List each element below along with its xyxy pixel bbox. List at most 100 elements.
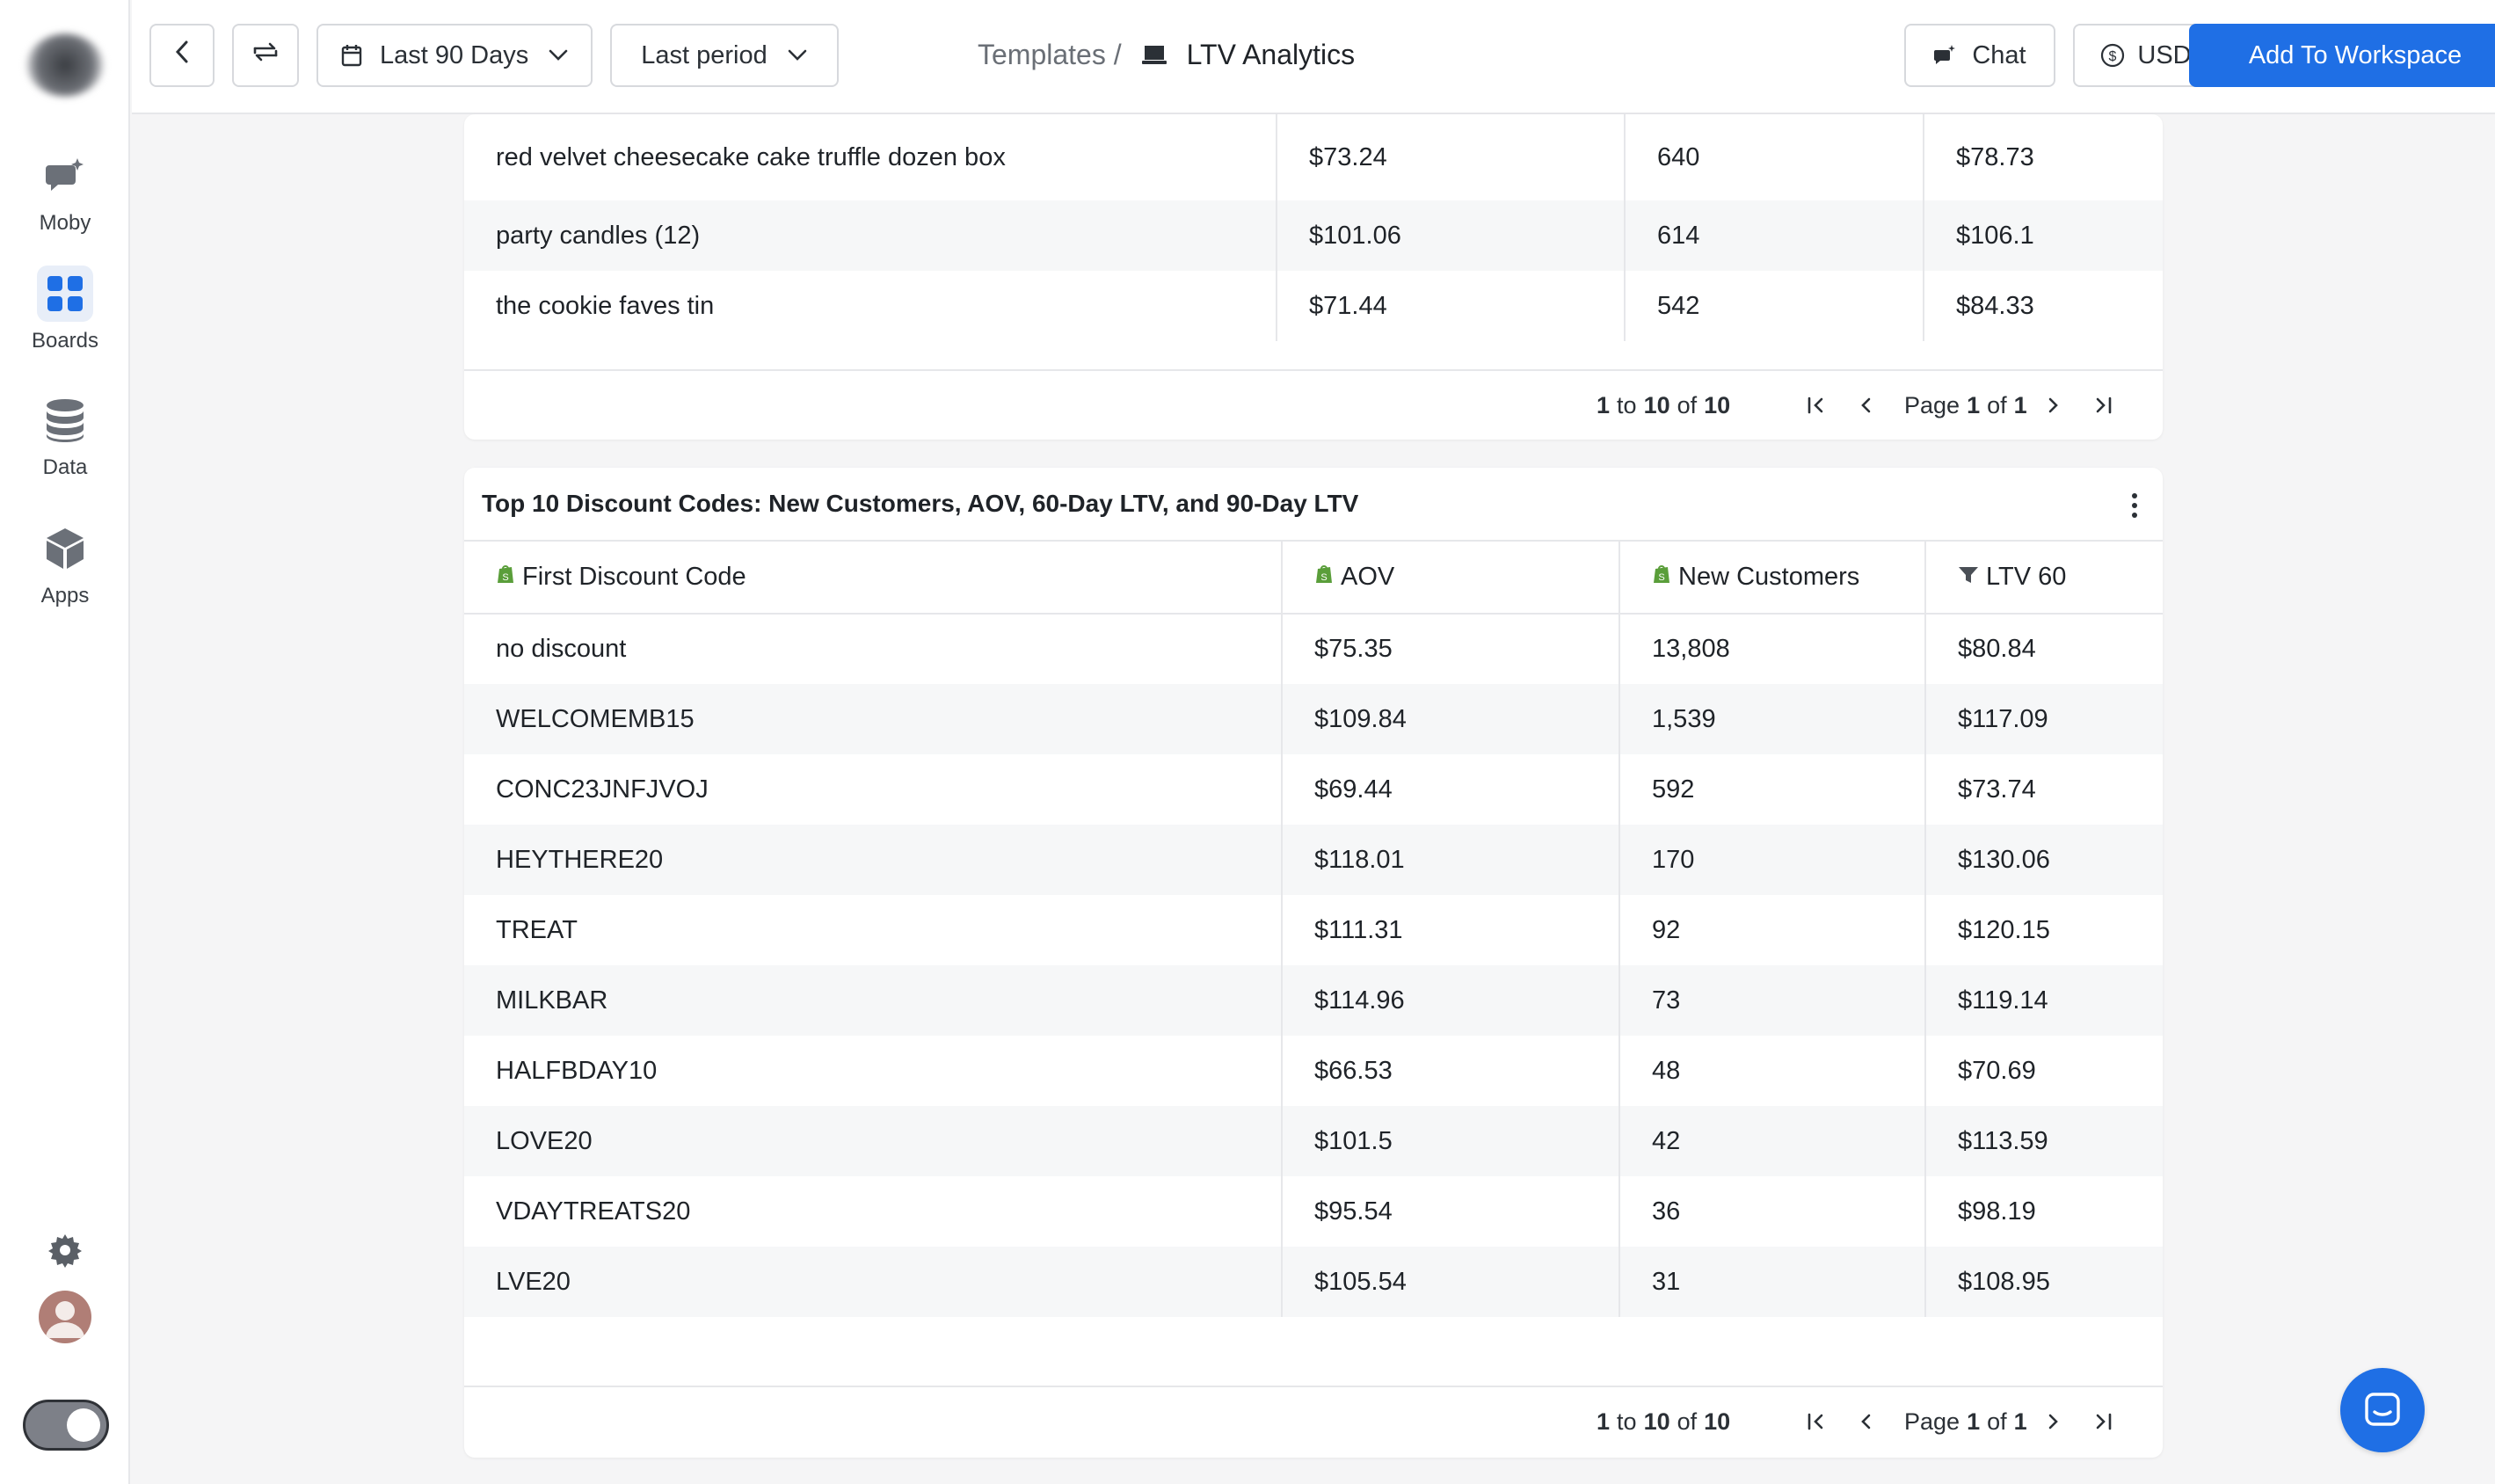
cell: $95.54 xyxy=(1281,1176,1619,1247)
chevron-down-icon xyxy=(787,48,808,62)
cell: $118.01 xyxy=(1281,825,1619,895)
theme-toggle[interactable] xyxy=(23,1400,109,1451)
page-total: 1 xyxy=(2013,1408,2027,1435)
cell: 1,539 xyxy=(1618,684,1925,754)
cell: 592 xyxy=(1618,754,1925,825)
table-row[interactable]: red velvet cheesecake cake truffle dozen… xyxy=(464,114,2163,200)
pixel-funnel-icon xyxy=(1958,563,1979,592)
sidebar-item-moby[interactable]: Moby xyxy=(0,148,130,236)
table-row[interactable]: WELCOMEMB15 $109.84 1,539 $117.09 xyxy=(464,684,2163,754)
cell: $101.06 xyxy=(1276,200,1625,271)
table-row[interactable]: no discount $75.35 13,808 $80.84 xyxy=(464,614,2163,684)
gear-icon[interactable] xyxy=(44,1229,86,1271)
header-label: First Discount Code xyxy=(522,562,746,591)
refresh-button[interactable] xyxy=(232,24,299,87)
table-row[interactable]: party candles (12) $101.06 614 $106.1 xyxy=(464,200,2163,271)
product-ltv-table-card: red velvet cheesecake cake truffle dozen… xyxy=(464,114,2163,440)
cell: $73.24 xyxy=(1276,114,1625,200)
cell: $75.35 xyxy=(1281,614,1619,684)
cell: $114.96 xyxy=(1281,965,1619,1036)
product-ltv-table: red velvet cheesecake cake truffle dozen… xyxy=(464,114,2163,341)
table-row[interactable]: LVE20 $105.54 31 $108.95 xyxy=(464,1247,2163,1317)
table-row[interactable]: LOVE20 $101.5 42 $113.59 xyxy=(464,1106,2163,1176)
logo[interactable] xyxy=(26,33,104,97)
column-header-aov[interactable]: S AOV xyxy=(1281,542,1619,614)
breadcrumb: Templates / LTV Analytics xyxy=(978,39,1355,71)
sidebar-item-label: Boards xyxy=(31,329,99,353)
chevron-down-icon xyxy=(548,48,569,62)
cell: $66.53 xyxy=(1281,1036,1619,1106)
sidebar: Moby Boards Data Apps xyxy=(0,0,130,1484)
cell: WELCOMEMB15 xyxy=(464,684,1282,754)
cell: 542 xyxy=(1624,271,1924,341)
column-header-new-customers[interactable]: S New Customers xyxy=(1618,542,1925,614)
date-range-select[interactable]: Last 90 Days xyxy=(316,24,593,87)
chevron-left-icon xyxy=(171,39,193,72)
add-to-workspace-button[interactable]: Add To Workspace xyxy=(2189,24,2495,87)
table-row[interactable]: HALFBDAY10 $66.53 48 $70.69 xyxy=(464,1036,2163,1106)
dollar-circle-icon: $ xyxy=(2100,43,2125,68)
avatar[interactable] xyxy=(39,1291,91,1343)
table-row[interactable]: MILKBAR $114.96 73 $119.14 xyxy=(464,965,2163,1036)
more-vertical-icon[interactable] xyxy=(2131,492,2138,519)
cell: $106.1 xyxy=(1923,200,2163,271)
table-row[interactable]: TREAT $111.31 92 $120.15 xyxy=(464,895,2163,965)
cell: the cookie faves tin xyxy=(496,291,715,320)
message-icon xyxy=(2363,1391,2402,1429)
pagination: 1 to 10 of 10 Page 1 of 1 xyxy=(464,1386,2163,1456)
cell: $117.09 xyxy=(1924,684,2163,754)
cell: $73.74 xyxy=(1924,754,2163,825)
sidebar-item-boards[interactable]: Boards xyxy=(0,266,130,353)
prev-page-icon[interactable] xyxy=(1848,388,1883,423)
last-page-icon[interactable] xyxy=(2085,1404,2120,1439)
sidebar-item-label: Moby xyxy=(39,211,91,235)
next-page-icon[interactable] xyxy=(2036,1404,2071,1439)
sync-icon xyxy=(251,39,280,72)
cell: $80.84 xyxy=(1924,614,2163,684)
range-from: 1 xyxy=(1597,1408,1611,1435)
cell: party candles (12) xyxy=(464,200,1277,271)
calendar-icon xyxy=(341,44,362,67)
page-of-word: of xyxy=(1987,391,2007,418)
next-page-icon[interactable] xyxy=(2036,388,2071,423)
breadcrumb-parent[interactable]: Templates / xyxy=(978,39,1122,70)
table-row[interactable]: CONC23JNFJVOJ $69.44 592 $73.74 xyxy=(464,754,2163,825)
cell: $113.59 xyxy=(1924,1106,2163,1176)
page-total: 1 xyxy=(2013,391,2027,418)
page-word: Page xyxy=(1904,391,1960,418)
range-total: 10 xyxy=(1704,391,1731,418)
row-range: 1 to 10 of 10 xyxy=(1597,392,1730,419)
cell: $108.95 xyxy=(1924,1247,2163,1317)
date-range-label: Last 90 Days xyxy=(380,40,529,69)
first-page-icon[interactable] xyxy=(1799,1404,1834,1439)
svg-text:S: S xyxy=(1658,572,1664,583)
cell: 614 xyxy=(1624,200,1924,271)
compare-period-select[interactable]: Last period xyxy=(610,24,839,87)
table-row[interactable]: the cookie faves tin $71.44 542 $84.33 xyxy=(464,271,2163,341)
cell: 170 xyxy=(1618,825,1925,895)
column-header-first-discount-code[interactable]: S First Discount Code xyxy=(464,542,1282,614)
chat-label: Chat xyxy=(1972,40,2026,69)
cell: 73 xyxy=(1618,965,1925,1036)
range-to: 10 xyxy=(1643,1408,1670,1435)
table-row[interactable]: VDAYTREATS20 $95.54 36 $98.19 xyxy=(464,1176,2163,1247)
first-page-icon[interactable] xyxy=(1799,388,1834,423)
sidebar-item-apps[interactable]: Apps xyxy=(0,520,130,608)
column-header-ltv-60[interactable]: LTV 60 xyxy=(1924,542,2163,614)
prev-page-icon[interactable] xyxy=(1848,1404,1883,1439)
cell: $120.15 xyxy=(1924,895,2163,965)
header-label: LTV 60 xyxy=(1986,562,2067,591)
range-total: 10 xyxy=(1704,1408,1731,1435)
back-button[interactable] xyxy=(149,24,215,87)
chat-button[interactable]: Chat xyxy=(1904,24,2055,87)
sidebar-item-data[interactable]: Data xyxy=(0,392,130,480)
table-row[interactable]: HEYTHERE20 $118.01 170 $130.06 xyxy=(464,825,2163,895)
range-to-word: to xyxy=(1617,391,1637,418)
cell: $119.14 xyxy=(1924,965,2163,1036)
toggle-knob xyxy=(67,1408,100,1442)
help-chat-button[interactable] xyxy=(2340,1368,2425,1452)
pagination: 1 to 10 of 10 Page 1 of 1 xyxy=(464,369,2163,440)
last-page-icon[interactable] xyxy=(2085,388,2120,423)
card-header: Top 10 Discount Codes: New Customers, AO… xyxy=(464,468,2163,542)
svg-text:$: $ xyxy=(2109,49,2117,64)
